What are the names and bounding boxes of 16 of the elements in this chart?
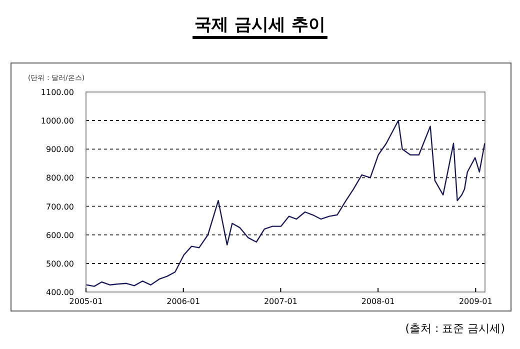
y-tick-label: 1100.00 [40,88,74,97]
y-tick-label: 800.00 [46,174,74,183]
x-tick-label: 2008-01 [361,297,395,306]
x-tick-label: 2006-01 [166,297,200,306]
y-tick-label: 1000.00 [40,116,74,126]
x-tick-label: 2007-01 [264,297,298,306]
y-tick-label: 500.00 [46,259,74,268]
y-tick-label: 900.00 [46,145,74,154]
chart-title: 국제 금시세 추이 [194,15,326,35]
y-tick-label: 700.00 [46,202,74,212]
x-tick-label: 2005-01 [69,297,103,306]
y-tick-label: 600.00 [46,230,74,240]
y-tick-label: 400.00 [46,288,74,297]
text: (출처 : 표준 금시세) [405,322,505,335]
x-tick-label: 2009-01 [458,297,492,306]
line-series [86,120,486,287]
